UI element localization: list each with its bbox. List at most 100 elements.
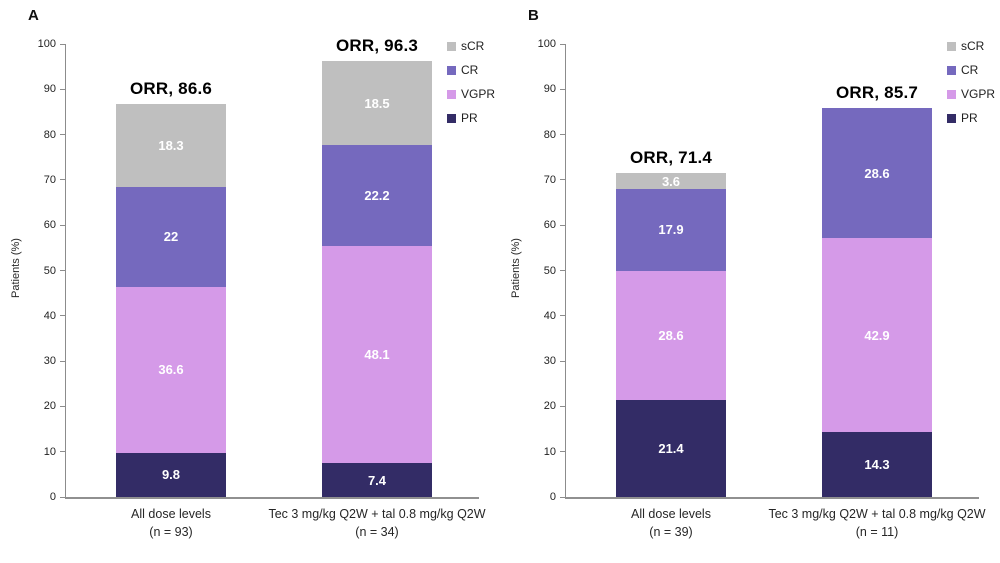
y-tick-label: 0 (49, 491, 56, 503)
y-axis-title: Patients (%) (10, 238, 22, 298)
x-category-line2: (n = 93) (149, 525, 193, 540)
y-tick-label: 100 (37, 38, 56, 50)
y-tick-mark (60, 88, 65, 90)
bar-segment-vgpr: 42.9 (822, 237, 932, 433)
panel-b-label: B (528, 7, 539, 24)
segment-value-label: 18.5 (364, 95, 390, 111)
segment-value-label: 17.9 (658, 222, 684, 238)
y-tick-mark (560, 88, 565, 90)
orr-annotation: ORR, 86.6 (129, 79, 213, 99)
legend-item-cr: CR (447, 64, 495, 77)
y-tick-mark (560, 179, 565, 181)
x-category-line2: (n = 11) (855, 525, 899, 540)
legend-label: VGPR (961, 87, 996, 101)
x-category-line1: All dose levels (631, 507, 711, 521)
y-tick-mark (560, 270, 565, 271)
x-category-label: All dose levels (n = 93) (11, 505, 331, 541)
bar-segment-pr: 9.8 (116, 452, 226, 497)
panel-a-label: A (28, 7, 39, 24)
legend-label: sCR (961, 39, 985, 53)
legend-swatch-icon (947, 114, 956, 123)
y-tick-mark (560, 315, 565, 317)
segment-value-label: 18.3 (158, 138, 184, 154)
y-tick-label: 10 (543, 445, 556, 458)
segment-value-label: 7.4 (367, 472, 387, 488)
y-tick-label: 60 (43, 219, 56, 232)
legend-item-cr: CR (947, 64, 995, 77)
segment-value-label: 3.6 (661, 173, 681, 189)
y-tick-label: 40 (543, 309, 556, 322)
y-tick-label: 80 (543, 128, 556, 141)
y-tick-mark (560, 405, 565, 407)
y-tick-label: 70 (543, 173, 556, 186)
legend-a: sCR CR VGPR PR (447, 40, 495, 136)
y-tick-label: 100 (537, 38, 556, 50)
y-tick-label: 0 (549, 491, 556, 503)
legend-swatch-icon (947, 90, 956, 99)
segment-value-label: 9.8 (161, 467, 181, 483)
legend-label: VGPR (461, 87, 496, 101)
legend-label: CR (461, 63, 479, 77)
legend-item-vgpr: VGPR (947, 88, 995, 101)
x-category-line1: Tec 3 mg/kg Q2W + tal 0.8 mg/kg Q2W (768, 507, 986, 521)
y-tick-label: 60 (543, 219, 556, 232)
x-category-line2: (n = 34) (355, 525, 399, 540)
segment-value-label: 22.2 (364, 187, 390, 203)
segment-value-label: 14.3 (864, 457, 890, 473)
y-tick-mark (560, 451, 565, 453)
bar-segment-vgpr: 48.1 (322, 245, 432, 464)
y-tick-mark (60, 270, 65, 271)
x-category-line1: All dose levels (131, 507, 211, 521)
legend-swatch-icon (447, 90, 456, 99)
legend-label: CR (961, 63, 979, 77)
segment-value-label: 22 (163, 229, 179, 245)
legend-swatch-icon (947, 66, 956, 75)
bar-segment-scr: 18.3 (116, 104, 226, 188)
legend-label: sCR (461, 39, 485, 53)
segment-value-label: 21.4 (658, 441, 684, 457)
y-tick-label: 90 (43, 83, 56, 96)
orr-annotation: ORR, 85.7 (835, 83, 919, 103)
bar-segment-cr: 22 (116, 187, 226, 287)
y-tick-mark (560, 496, 565, 498)
y-tick-mark (560, 134, 565, 136)
x-category-label: Tec 3 mg/kg Q2W + tal 0.8 mg/kg Q2W (n = … (217, 505, 537, 541)
segment-value-label: 36.6 (158, 362, 184, 378)
y-axis-title: Patients (%) (510, 238, 522, 298)
segment-value-label: 48.1 (364, 347, 390, 363)
y-tick-mark (60, 315, 65, 317)
panel-b: B Patients (%) 0 10 20 30 40 50 60 70 80 90 100 21.… (500, 0, 1000, 563)
y-tick-label: 50 (43, 264, 56, 277)
legend-item-scr: sCR (947, 40, 995, 53)
y-tick-mark (60, 179, 65, 181)
y-tick-mark (60, 43, 65, 45)
y-tick-mark (560, 43, 565, 45)
bar-segment-cr: 17.9 (616, 189, 726, 271)
segment-value-label: 28.6 (658, 327, 684, 343)
legend-label: PR (961, 111, 978, 125)
x-category-label: Tec 3 mg/kg Q2W + tal 0.8 mg/kg Q2W (n = … (717, 505, 1000, 541)
x-category-line2: (n = 39) (649, 525, 693, 540)
bar-segment-vgpr: 28.6 (616, 270, 726, 401)
bar-segment-cr: 22.2 (322, 145, 432, 246)
legend-swatch-icon (447, 42, 456, 51)
orr-annotation: ORR, 96.3 (335, 36, 419, 56)
y-tick-label: 30 (43, 355, 56, 368)
y-tick-mark (60, 451, 65, 453)
y-tick-label: 20 (543, 400, 556, 413)
legend-swatch-icon (947, 42, 956, 51)
legend-item-pr: PR (947, 112, 995, 125)
segment-value-label: 42.9 (864, 327, 890, 343)
y-tick-label: 20 (43, 400, 56, 413)
segment-value-label: 28.6 (864, 165, 890, 181)
x-category-label: All dose levels (n = 39) (511, 505, 831, 541)
legend-item-pr: PR (447, 112, 495, 125)
bar-segment-cr: 28.6 (822, 108, 932, 238)
bar-segment-pr: 14.3 (822, 432, 932, 497)
y-tick-mark (60, 405, 65, 407)
bar-segment-pr: 7.4 (322, 463, 432, 497)
y-tick-mark (560, 224, 565, 226)
y-tick-label: 50 (543, 264, 556, 277)
legend-label: PR (461, 111, 478, 125)
